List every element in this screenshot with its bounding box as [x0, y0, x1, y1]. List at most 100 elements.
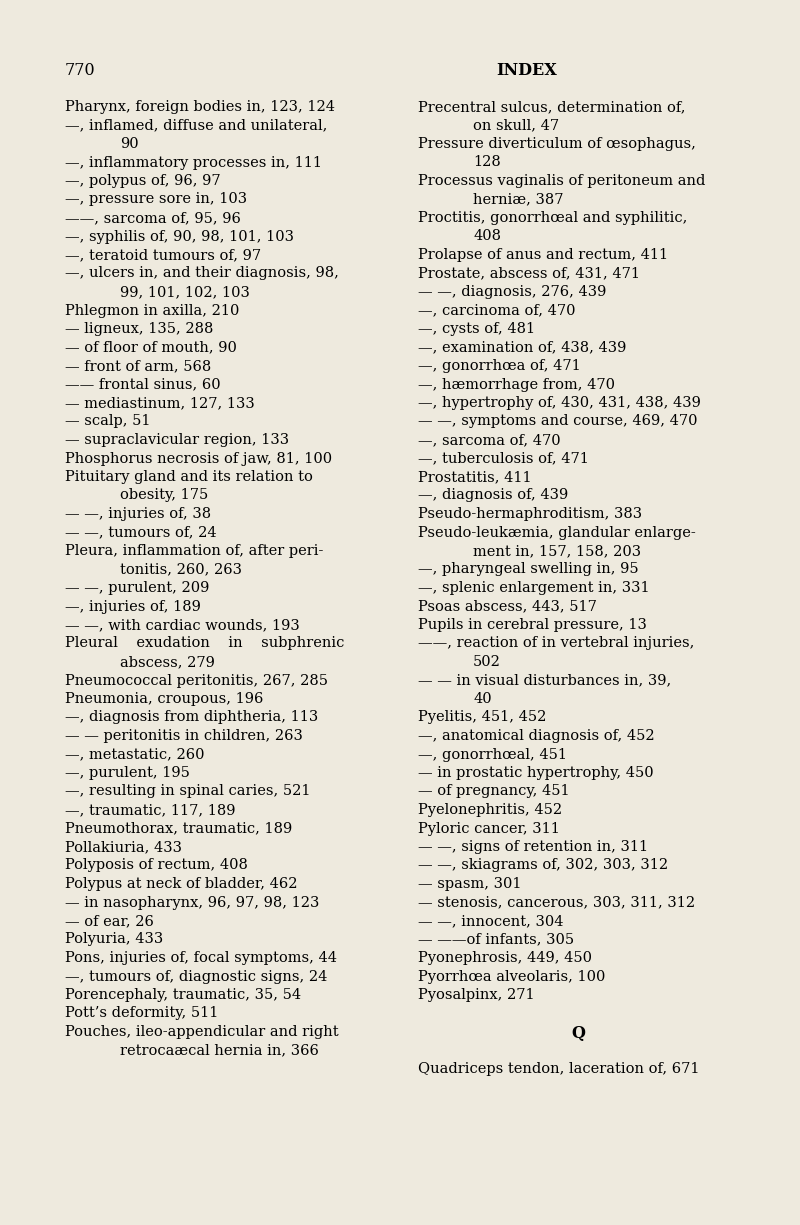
- Text: Pupils in cerebral pressure, 13: Pupils in cerebral pressure, 13: [418, 617, 647, 632]
- Text: Quadriceps tendon, laceration of, 671: Quadriceps tendon, laceration of, 671: [418, 1062, 699, 1076]
- Text: — — in visual disturbances in, 39,: — — in visual disturbances in, 39,: [418, 674, 671, 687]
- Text: — —, signs of retention in, 311: — —, signs of retention in, 311: [418, 840, 648, 854]
- Text: —, resulting in spinal caries, 521: —, resulting in spinal caries, 521: [65, 784, 310, 799]
- Text: Pollakiuria, 433: Pollakiuria, 433: [65, 840, 182, 854]
- Text: — scalp, 51: — scalp, 51: [65, 414, 150, 429]
- Text: Polyuria, 433: Polyuria, 433: [65, 932, 163, 947]
- Text: Pseudo-leukæmia, glandular enlarge-: Pseudo-leukæmia, glandular enlarge-: [418, 526, 696, 539]
- Text: — —, purulent, 209: — —, purulent, 209: [65, 581, 210, 595]
- Text: —, inflamed, diffuse and unilateral,: —, inflamed, diffuse and unilateral,: [65, 119, 327, 132]
- Text: Polyposis of rectum, 408: Polyposis of rectum, 408: [65, 859, 248, 872]
- Text: —, syphilis of, 90, 98, 101, 103: —, syphilis of, 90, 98, 101, 103: [65, 229, 294, 244]
- Text: ment in, 157, 158, 203: ment in, 157, 158, 203: [473, 544, 641, 559]
- Text: 40: 40: [473, 692, 492, 706]
- Text: —, diagnosis of, 439: —, diagnosis of, 439: [418, 489, 568, 502]
- Text: —, examination of, 438, 439: —, examination of, 438, 439: [418, 341, 626, 354]
- Text: Pneumococcal peritonitis, 267, 285: Pneumococcal peritonitis, 267, 285: [65, 674, 328, 687]
- Text: Pyorrhœa alveolaris, 100: Pyorrhœa alveolaris, 100: [418, 969, 606, 984]
- Text: — —, skiagrams of, 302, 303, 312: — —, skiagrams of, 302, 303, 312: [418, 859, 668, 872]
- Text: —, diagnosis from diphtheria, 113: —, diagnosis from diphtheria, 113: [65, 710, 318, 724]
- Text: —, tumours of, diagnostic signs, 24: —, tumours of, diagnostic signs, 24: [65, 969, 327, 984]
- Text: retrocaæcal hernia in, 366: retrocaæcal hernia in, 366: [120, 1044, 319, 1057]
- Text: on skull, 47: on skull, 47: [473, 119, 559, 132]
- Text: —, metastatic, 260: —, metastatic, 260: [65, 747, 205, 762]
- Text: —, polypus of, 96, 97: —, polypus of, 96, 97: [65, 174, 221, 187]
- Text: Phlegmon in axilla, 210: Phlegmon in axilla, 210: [65, 304, 239, 317]
- Text: 408: 408: [473, 229, 501, 244]
- Text: — supraclavicular region, 133: — supraclavicular region, 133: [65, 432, 289, 447]
- Text: Pleural    exudation    in    subphrenic: Pleural exudation in subphrenic: [65, 637, 344, 650]
- Text: — — peritonitis in children, 263: — — peritonitis in children, 263: [65, 729, 303, 744]
- Text: —, anatomical diagnosis of, 452: —, anatomical diagnosis of, 452: [418, 729, 654, 744]
- Text: — ligneux, 135, 288: — ligneux, 135, 288: [65, 322, 214, 336]
- Text: — front of arm, 568: — front of arm, 568: [65, 359, 211, 372]
- Text: 770: 770: [65, 62, 96, 78]
- Text: Pott’s deformity, 511: Pott’s deformity, 511: [65, 1007, 218, 1020]
- Text: —, cysts of, 481: —, cysts of, 481: [418, 322, 535, 336]
- Text: herniæ, 387: herniæ, 387: [473, 192, 563, 207]
- Text: 99, 101, 102, 103: 99, 101, 102, 103: [120, 285, 250, 299]
- Text: Polypus at neck of bladder, 462: Polypus at neck of bladder, 462: [65, 877, 298, 891]
- Text: 90: 90: [120, 137, 138, 151]
- Text: —, carcinoma of, 470: —, carcinoma of, 470: [418, 304, 575, 317]
- Text: Prostate, abscess of, 431, 471: Prostate, abscess of, 431, 471: [418, 267, 640, 281]
- Text: ——, reaction of in vertebral injuries,: ——, reaction of in vertebral injuries,: [418, 637, 694, 650]
- Text: Pons, injuries of, focal symptoms, 44: Pons, injuries of, focal symptoms, 44: [65, 951, 337, 965]
- Text: Pituitary gland and its relation to: Pituitary gland and its relation to: [65, 470, 313, 484]
- Text: Pressure diverticulum of œsophagus,: Pressure diverticulum of œsophagus,: [418, 137, 696, 151]
- Text: — stenosis, cancerous, 303, 311, 312: — stenosis, cancerous, 303, 311, 312: [418, 895, 695, 909]
- Text: — mediastinum, 127, 133: — mediastinum, 127, 133: [65, 396, 254, 410]
- Text: Precentral sulcus, determination of,: Precentral sulcus, determination of,: [418, 100, 686, 114]
- Text: Pyelonephritis, 452: Pyelonephritis, 452: [418, 804, 562, 817]
- Text: —, hæmorrhage from, 470: —, hæmorrhage from, 470: [418, 377, 615, 392]
- Text: —— frontal sinus, 60: —— frontal sinus, 60: [65, 377, 221, 392]
- Text: Pneumonia, croupous, 196: Pneumonia, croupous, 196: [65, 692, 263, 706]
- Text: 502: 502: [473, 655, 501, 669]
- Text: — spasm, 301: — spasm, 301: [418, 877, 522, 891]
- Text: —, injuries of, 189: —, injuries of, 189: [65, 599, 201, 614]
- Text: —, teratoid tumours of, 97: —, teratoid tumours of, 97: [65, 247, 261, 262]
- Text: Pleura, inflammation of, after peri-: Pleura, inflammation of, after peri-: [65, 544, 323, 559]
- Text: —, inflammatory processes in, 111: —, inflammatory processes in, 111: [65, 156, 322, 169]
- Text: —, purulent, 195: —, purulent, 195: [65, 766, 190, 780]
- Text: —, gonorrhœa of, 471: —, gonorrhœa of, 471: [418, 359, 581, 372]
- Text: INDEX: INDEX: [496, 62, 557, 78]
- Text: — of pregnancy, 451: — of pregnancy, 451: [418, 784, 570, 799]
- Text: Q: Q: [571, 1025, 585, 1042]
- Text: —, pharyngeal swelling in, 95: —, pharyngeal swelling in, 95: [418, 562, 638, 577]
- Text: abscess, 279: abscess, 279: [120, 655, 215, 669]
- Text: —, tuberculosis of, 471: —, tuberculosis of, 471: [418, 452, 589, 466]
- Text: — —, with cardiac wounds, 193: — —, with cardiac wounds, 193: [65, 617, 300, 632]
- Text: — in nasopharynx, 96, 97, 98, 123: — in nasopharynx, 96, 97, 98, 123: [65, 895, 319, 909]
- Text: —, sarcoma of, 470: —, sarcoma of, 470: [418, 432, 561, 447]
- Text: ——, sarcoma of, 95, 96: ——, sarcoma of, 95, 96: [65, 211, 241, 225]
- Text: —, hypertrophy of, 430, 431, 438, 439: —, hypertrophy of, 430, 431, 438, 439: [418, 396, 701, 410]
- Text: — —, tumours of, 24: — —, tumours of, 24: [65, 526, 217, 539]
- Text: tonitis, 260, 263: tonitis, 260, 263: [120, 562, 242, 577]
- Text: —, gonorrhœal, 451: —, gonorrhœal, 451: [418, 747, 567, 762]
- Text: — —, symptoms and course, 469, 470: — —, symptoms and course, 469, 470: [418, 414, 698, 429]
- Text: Porencephaly, traumatic, 35, 54: Porencephaly, traumatic, 35, 54: [65, 989, 301, 1002]
- Text: Psoas abscess, 443, 517: Psoas abscess, 443, 517: [418, 599, 597, 614]
- Text: Pneumothorax, traumatic, 189: Pneumothorax, traumatic, 189: [65, 822, 292, 835]
- Text: — of ear, 26: — of ear, 26: [65, 914, 154, 929]
- Text: — —, innocent, 304: — —, innocent, 304: [418, 914, 563, 929]
- Text: Pouches, ileo-appendicular and right: Pouches, ileo-appendicular and right: [65, 1025, 338, 1039]
- Text: Prostatitis, 411: Prostatitis, 411: [418, 470, 532, 484]
- Text: Pyelitis, 451, 452: Pyelitis, 451, 452: [418, 710, 546, 724]
- Text: —, ulcers in, and their diagnosis, 98,: —, ulcers in, and their diagnosis, 98,: [65, 267, 339, 281]
- Text: Pyonephrosis, 449, 450: Pyonephrosis, 449, 450: [418, 951, 592, 965]
- Text: Pharynx, foreign bodies in, 123, 124: Pharynx, foreign bodies in, 123, 124: [65, 100, 335, 114]
- Text: — of floor of mouth, 90: — of floor of mouth, 90: [65, 341, 237, 354]
- Text: —, splenic enlargement in, 331: —, splenic enlargement in, 331: [418, 581, 650, 595]
- Text: Phosphorus necrosis of jaw, 81, 100: Phosphorus necrosis of jaw, 81, 100: [65, 452, 332, 466]
- Text: Pseudo-hermaphroditism, 383: Pseudo-hermaphroditism, 383: [418, 507, 642, 521]
- Text: Pyloric cancer, 311: Pyloric cancer, 311: [418, 822, 560, 835]
- Text: Proctitis, gonorrhœal and syphilitic,: Proctitis, gonorrhœal and syphilitic,: [418, 211, 687, 225]
- Text: Processus vaginalis of peritoneum and: Processus vaginalis of peritoneum and: [418, 174, 706, 187]
- Text: —, traumatic, 117, 189: —, traumatic, 117, 189: [65, 804, 235, 817]
- Text: — —, diagnosis, 276, 439: — —, diagnosis, 276, 439: [418, 285, 606, 299]
- Text: — in prostatic hypertrophy, 450: — in prostatic hypertrophy, 450: [418, 766, 654, 780]
- Text: Prolapse of anus and rectum, 411: Prolapse of anus and rectum, 411: [418, 247, 668, 262]
- Text: — —, injuries of, 38: — —, injuries of, 38: [65, 507, 211, 521]
